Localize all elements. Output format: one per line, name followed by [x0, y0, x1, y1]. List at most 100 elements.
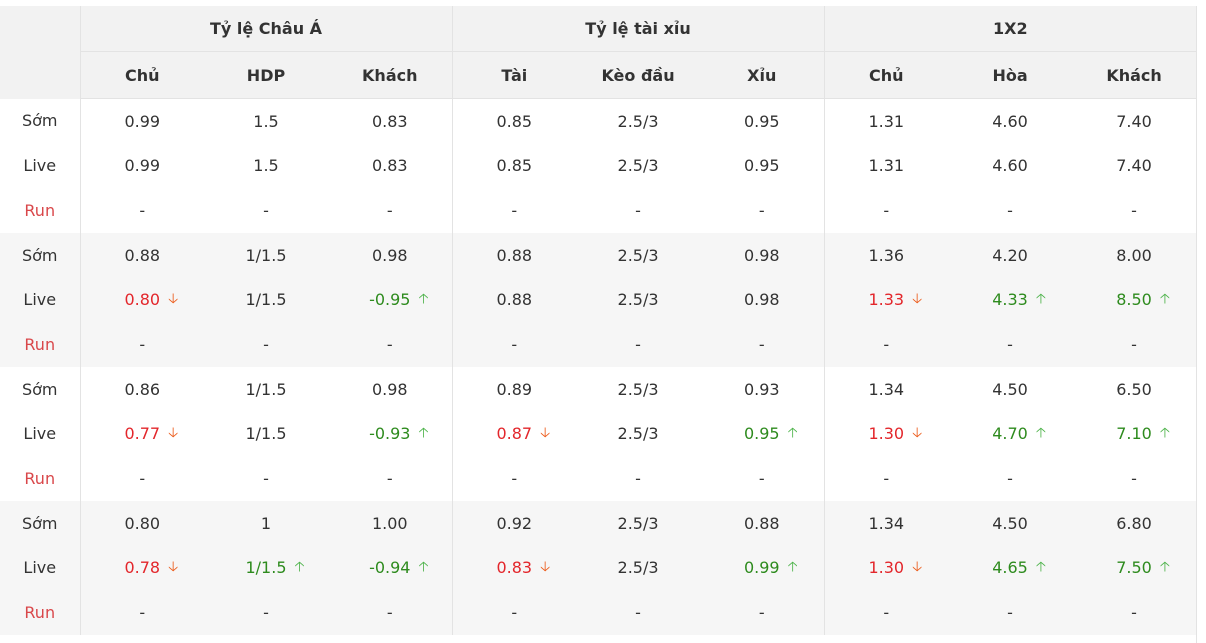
odds-row: Run - - - - - - - - -	[0, 188, 1196, 233]
odds-value-text: 0.86	[124, 379, 161, 399]
odds-value: 1/1.5	[245, 246, 286, 265]
odds-value: -	[387, 603, 393, 622]
odds-value-text: -	[1007, 603, 1013, 622]
odds-value-up: 4.70 🡡	[992, 424, 1046, 443]
odds-value: 0.95	[744, 112, 780, 131]
odds-value-down: 0.87 🡣	[496, 424, 550, 443]
odds-value-text: -	[386, 469, 393, 488]
odds-cell: -	[204, 456, 328, 501]
odds-value-text: 0.83	[371, 111, 408, 131]
odds-value: 1	[261, 514, 271, 533]
odds-value-text: -	[635, 335, 641, 354]
odds-value: 0.99	[124, 156, 160, 175]
row-label: Live	[0, 277, 80, 322]
odds-value-text: -	[1131, 335, 1137, 354]
odds-cell: -	[328, 322, 453, 367]
odds-value-text: 1.36	[868, 245, 905, 265]
odds-cell: 1.00	[328, 501, 453, 545]
odds-value-text: -	[635, 469, 641, 488]
odds-cell: 6.80	[1072, 501, 1197, 545]
odds-value: -	[635, 201, 641, 220]
odds-value-text: -	[139, 201, 146, 220]
odds-value-text: 0.83	[371, 156, 408, 175]
odds-value-text: -	[139, 603, 146, 622]
odds-value-text: 4.50	[992, 513, 1028, 533]
odds-cell: 0.98	[700, 277, 825, 322]
odds-cell: -	[1072, 322, 1197, 367]
odds-value: -	[1007, 469, 1013, 488]
odds-value: -	[883, 335, 889, 354]
odds-value-text: -	[758, 603, 765, 622]
odds-value-text: -	[758, 335, 765, 354]
odds-cell: 0.99 🡡	[700, 545, 825, 590]
odds-cell: -	[328, 188, 452, 233]
odds-value: 0.92	[496, 514, 532, 533]
odds-value: 2.5/3	[618, 156, 659, 175]
row-label: Run	[0, 322, 80, 367]
odds-value-text: 4.65	[992, 558, 1028, 577]
odds-cell: 6.50	[1072, 367, 1196, 411]
arrow-up-icon: 🡡	[1159, 291, 1170, 307]
odds-cell: 0.86	[79, 367, 204, 411]
odds-value: 0.85	[496, 156, 532, 175]
odds-value-text: 0.98	[743, 245, 780, 265]
corner-cell	[0, 6, 80, 99]
odds-value: 0.89	[496, 380, 532, 399]
odds-value: 4.60	[992, 112, 1028, 131]
odds-value: 1.31	[868, 112, 904, 131]
odds-value-down: 0.80 🡣	[124, 290, 178, 309]
odds-cell: 0.88	[700, 501, 825, 545]
odds-cell: 1.34	[823, 367, 949, 411]
odds-value-text: 7.10	[1116, 424, 1152, 443]
arrow-down-icon: 🡣	[912, 291, 923, 307]
odds-cell: 1/1.5	[204, 277, 328, 322]
odds-cell: -	[451, 590, 577, 635]
odds-cell: 0.83	[328, 143, 452, 188]
odds-value: -	[883, 469, 889, 488]
odds-row: Run - - - - - - - - -	[0, 322, 1197, 367]
odds-value-text: -	[386, 201, 393, 220]
odds-value-up: -0.94 🡡	[369, 558, 428, 577]
arrow-up-icon: 🡡	[1159, 425, 1170, 441]
odds-value-text: 0.83	[496, 558, 533, 577]
odds-row: Live 0.77 🡣 1/1.5 -0.93 🡡 0.87 🡣 2.5/3 0.95 🡡 1.30 🡣…	[0, 411, 1196, 456]
odds-value-text: 1/1.5	[245, 379, 287, 399]
odds-value: -	[387, 469, 393, 488]
odds-value-text: 0.80	[124, 513, 161, 533]
odds-cell: -	[79, 188, 204, 233]
odds-cell: 0.78 🡣	[79, 545, 204, 590]
odds-value: 2.5/3	[618, 290, 659, 309]
odds-cell: -	[79, 590, 204, 635]
odds-value: 0.88	[124, 246, 160, 265]
col-header-hdp: HDP	[204, 51, 328, 99]
odds-cell: 1.5	[204, 99, 328, 144]
odds-value-text: 1.34	[868, 513, 905, 533]
odds-value-text: 4.60	[992, 111, 1028, 131]
odds-value-up: 4.33 🡡	[992, 290, 1046, 309]
odds-cell: -	[451, 322, 577, 367]
odds-value-text: -	[1131, 603, 1137, 622]
odds-cell: -	[823, 188, 949, 233]
odds-cell: 1.5	[204, 143, 328, 188]
odds-value: 1.5	[253, 156, 278, 175]
arrow-down-icon: 🡣	[912, 559, 923, 575]
arrow-down-icon: 🡣	[168, 291, 179, 307]
odds-value-text: 1/1.5	[245, 558, 287, 577]
odds-cell: 0.95 🡡	[700, 411, 824, 456]
odds-cell: 0.80 🡣	[79, 277, 204, 322]
odds-value-text: -	[386, 335, 393, 354]
odds-value-text: -0.94	[369, 558, 411, 577]
odds-value: 0.88	[496, 290, 532, 309]
odds-cell: 0.88	[79, 233, 204, 277]
arrow-up-icon: 🡡	[418, 559, 429, 575]
odds-value-text: 7.40	[1116, 156, 1152, 175]
odds-value: -	[883, 603, 889, 622]
odds-value: -	[883, 201, 889, 220]
odds-cell: 0.85	[451, 143, 577, 188]
odds-cell: 1.30 🡣	[823, 411, 949, 456]
odds-cell: -	[1072, 456, 1196, 501]
col-header-under: Xỉu	[700, 51, 825, 99]
odds-value: -	[263, 469, 269, 488]
odds-value-text: 0.87	[496, 424, 533, 443]
col-header-home: Chủ	[79, 51, 204, 99]
